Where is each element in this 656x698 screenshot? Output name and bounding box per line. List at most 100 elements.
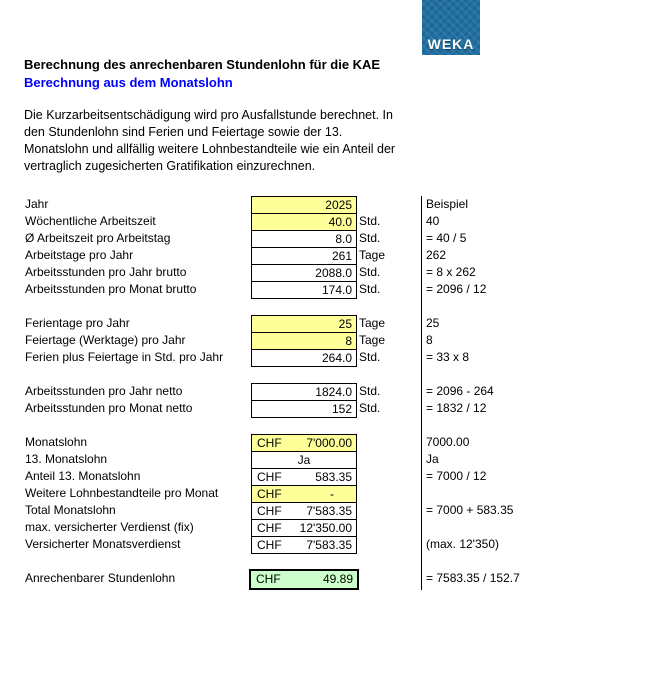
cell-value: 7'583.35 xyxy=(306,503,352,518)
unit-label: Tage xyxy=(359,316,386,330)
table-row: Anrechenbarer Stundenlohn CHF 49.89 = 7583.… xyxy=(0,569,656,590)
table-row: Arbeitsstunden pro Jahr netto 1824.0 Std. =… xyxy=(0,383,656,401)
example-value: 40 xyxy=(426,214,440,228)
input-cell[interactable]: 2025 xyxy=(251,196,357,214)
table-row: Wöchentliche Arbeitszeit 40.0 Std. 40 xyxy=(0,213,656,231)
weka-logo-text: WEKA xyxy=(427,36,475,52)
row-label: Arbeitsstunden pro Jahr brutto xyxy=(25,265,187,279)
computed-cell: CHF 7'583.35 xyxy=(251,502,357,520)
cell-value: Ja xyxy=(297,452,311,467)
cell-value: 583.35 xyxy=(315,469,352,484)
cell-value: 7'583.35 xyxy=(306,537,352,552)
computed-cell: 264.0 xyxy=(251,349,357,367)
input-cell[interactable]: CHF - xyxy=(251,485,357,503)
computed-cell: Ja xyxy=(251,451,357,469)
currency-label: CHF xyxy=(257,469,282,484)
cell-value: 25 xyxy=(338,316,352,331)
cell-value: 174.0 xyxy=(321,282,352,297)
row-label: Anrechenbarer Stundenlohn xyxy=(25,571,176,585)
cell-value: 12'350.00 xyxy=(299,520,352,535)
row-label: Jahr xyxy=(25,197,49,211)
computed-cell: 2088.0 xyxy=(251,264,357,282)
table-row: Total Monatslohn CHF 7'583.35 = 7000 + 583.… xyxy=(0,502,656,520)
unit-label: Std. xyxy=(359,231,381,245)
row-label: Feiertage (Werktage) pro Jahr xyxy=(25,333,186,347)
row-label: Wöchentliche Arbeitszeit xyxy=(25,214,156,228)
table-row: Weitere Lohnbestandteile pro Monat CHF - xyxy=(0,485,656,503)
input-cell[interactable]: 25 xyxy=(251,315,357,333)
currency-label: CHF xyxy=(257,503,282,518)
example-column-header: Beispiel xyxy=(426,197,469,211)
result-cell: CHF 49.89 xyxy=(249,569,359,590)
unit-label: Tage xyxy=(359,333,386,347)
currency-label: CHF xyxy=(257,486,282,501)
example-value: = 7583.35 / 152.7 xyxy=(426,571,520,585)
cell-value: 2088.0 xyxy=(315,265,352,280)
cell-value: - xyxy=(330,486,334,501)
input-cell[interactable]: CHF 7'000.00 xyxy=(251,434,357,452)
intro-paragraph: Die Kurzarbeitsentschädigung wird pro Au… xyxy=(24,108,396,173)
computed-cell: CHF 583.35 xyxy=(251,468,357,486)
unit-label: Std. xyxy=(359,265,381,279)
table-row: max. versicherter Verdienst (fix) CHF 12'3… xyxy=(0,519,656,537)
example-value: Ja xyxy=(426,452,439,466)
unit-label: Std. xyxy=(359,384,381,398)
table-row: Ferientage pro Jahr 25 Tage 25 xyxy=(0,315,656,333)
currency-label: CHF xyxy=(257,520,282,535)
example-value: 262 xyxy=(426,248,447,262)
table-row: Monatslohn CHF 7'000.00 7000.00 xyxy=(0,434,656,452)
cell-value: 152 xyxy=(331,401,352,416)
row-label: Versicherter Monatsverdienst xyxy=(25,537,181,551)
table-row: Arbeitsstunden pro Monat netto 152 Std. = 1… xyxy=(0,400,656,418)
computed-cell: CHF 12'350.00 xyxy=(251,519,357,537)
cell-value: 264.0 xyxy=(321,350,352,365)
input-cell[interactable]: 8 xyxy=(251,332,357,350)
row-label: Total Monatslohn xyxy=(25,503,116,517)
example-value: 7000.00 xyxy=(426,435,470,449)
example-value: 8 xyxy=(426,333,433,347)
row-label: max. versicherter Verdienst (fix) xyxy=(25,520,194,534)
table-row: Arbeitsstunden pro Monat brutto 174.0 Std.… xyxy=(0,281,656,299)
unit-label: Std. xyxy=(359,282,381,296)
input-cell[interactable]: 40.0 xyxy=(251,213,357,231)
row-label: 13. Monatslohn xyxy=(25,452,108,466)
weka-logo: WEKA xyxy=(422,0,480,55)
example-value: = 2096 / 12 xyxy=(426,282,487,296)
row-label: Arbeitstage pro Jahr xyxy=(25,248,134,262)
table-row: Arbeitsstunden pro Jahr brutto 2088.0 Std.… xyxy=(0,264,656,282)
unit-label: Std. xyxy=(359,350,381,364)
example-value: = 8 x 262 xyxy=(426,265,476,279)
page-subtitle: Berechnung aus dem Monatslohn xyxy=(24,75,233,90)
computed-cell: 152 xyxy=(251,400,357,418)
example-value: = 33 x 8 xyxy=(426,350,470,364)
row-label: Ferientage pro Jahr xyxy=(25,316,130,330)
example-column-divider xyxy=(421,196,422,590)
cell-value: 40.0 xyxy=(328,214,352,229)
computed-cell: CHF 7'583.35 xyxy=(251,536,357,554)
table-row: Arbeitstage pro Jahr 261 Tage 262 xyxy=(0,247,656,265)
row-label: Arbeitsstunden pro Monat netto xyxy=(25,401,193,415)
example-value: = 40 / 5 xyxy=(426,231,467,245)
row-label: Anteil 13. Monatslohn xyxy=(25,469,141,483)
cell-value: 8 xyxy=(345,333,352,348)
example-value: (max. 12'350) xyxy=(426,537,499,551)
example-value: = 7000 / 12 xyxy=(426,469,487,483)
table-row: Versicherter Monatsverdienst CHF 7'583.35 (… xyxy=(0,536,656,554)
row-label: Weitere Lohnbestandteile pro Monat xyxy=(25,486,219,500)
table-row: Ø Arbeitszeit pro Arbeitstag 8.0 Std. = 40 … xyxy=(0,230,656,248)
row-label: Ø Arbeitszeit pro Arbeitstag xyxy=(25,231,171,245)
computed-cell: 174.0 xyxy=(251,281,357,299)
currency-label: CHF xyxy=(257,537,282,552)
unit-label: Std. xyxy=(359,214,381,228)
page-title: Berechnung des anrechenbaren Stundenlohn… xyxy=(24,57,381,72)
computed-cell: 1824.0 xyxy=(251,383,357,401)
row-label: Arbeitsstunden pro Jahr netto xyxy=(25,384,183,398)
example-value: = 7000 + 583.35 xyxy=(426,503,514,517)
example-value: 25 xyxy=(426,316,440,330)
table-row: Feiertage (Werktage) pro Jahr 8 Tage 8 xyxy=(0,332,656,350)
table-row: Anteil 13. Monatslohn CHF 583.35 = 7000 / 1… xyxy=(0,468,656,486)
example-value: = 1832 / 12 xyxy=(426,401,487,415)
computed-cell: 261 xyxy=(251,247,357,265)
currency-label: CHF xyxy=(257,435,282,450)
